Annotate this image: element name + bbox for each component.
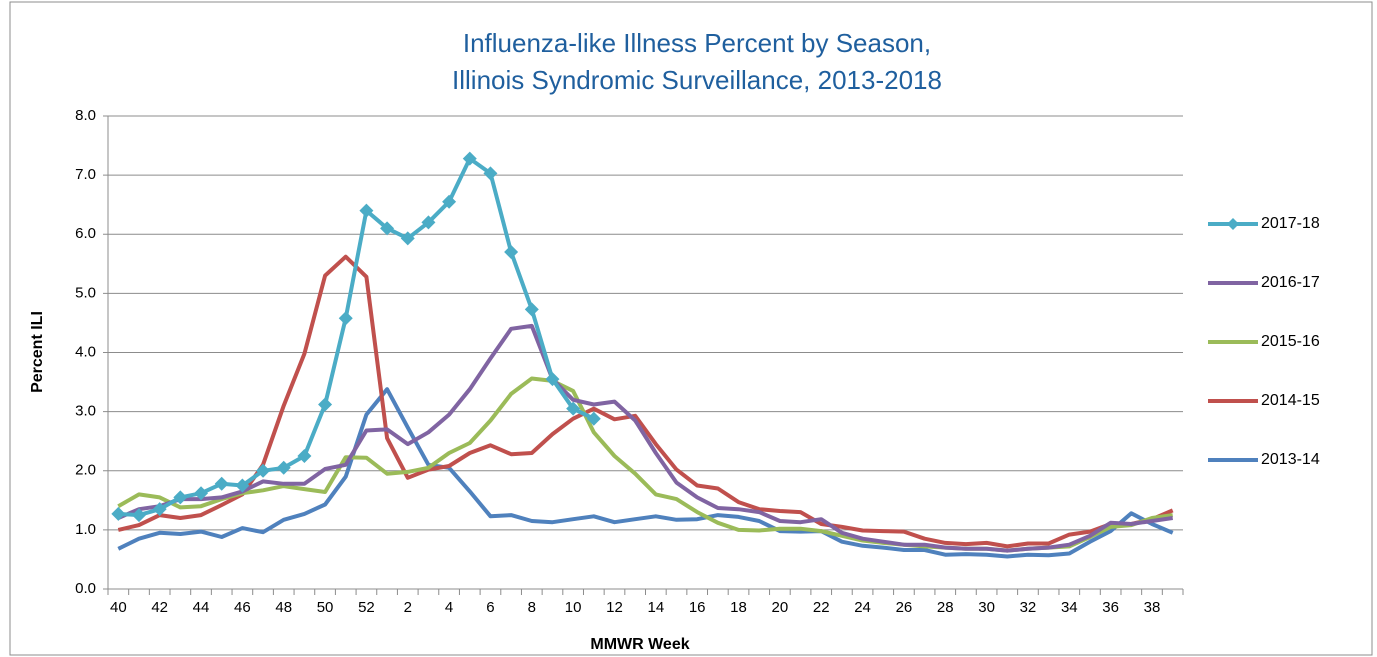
data-marker [276, 460, 291, 475]
y-tick-label: 1.0 [75, 521, 96, 538]
x-tick-label: 52 [358, 599, 375, 616]
x-tick-label: 38 [1144, 599, 1161, 616]
data-marker [380, 221, 395, 236]
legend-label: 2015-16 [1261, 333, 1320, 350]
x-tick-label: 22 [813, 599, 830, 616]
data-marker [400, 231, 415, 246]
data-marker [256, 463, 271, 478]
data-marker [421, 215, 436, 230]
x-tick-label: 6 [486, 599, 494, 616]
x-tick-label: 28 [937, 599, 954, 616]
x-tick-label: 32 [1020, 599, 1037, 616]
data-marker [504, 244, 519, 259]
data-marker [462, 151, 477, 166]
data-marker [173, 490, 188, 505]
data-marker [442, 194, 457, 209]
data-marker [132, 508, 147, 523]
x-tick-label: 40 [110, 599, 127, 616]
data-marker [359, 203, 374, 218]
x-tick-label: 2 [404, 599, 412, 616]
x-tick-label: 46 [234, 599, 251, 616]
y-tick-label: 8.0 [75, 107, 96, 124]
x-tick-label: 24 [854, 599, 871, 616]
y-tick-label: 2.0 [75, 462, 96, 479]
chart-title: Influenza-like Illness Percent by Season… [463, 28, 931, 58]
data-marker [235, 478, 250, 493]
x-tick-label: 12 [606, 599, 623, 616]
x-tick-label: 48 [275, 599, 292, 616]
x-tick-label: 42 [151, 599, 168, 616]
data-marker [524, 302, 539, 317]
data-marker [194, 486, 209, 501]
data-marker [483, 166, 498, 181]
data-marker [297, 448, 312, 463]
x-tick-label: 4 [445, 599, 453, 616]
legend-marker [1227, 218, 1239, 230]
data-marker [214, 476, 229, 491]
series-line [117, 387, 1174, 559]
x-tick-label: 36 [1102, 599, 1119, 616]
x-tick-label: 10 [565, 599, 582, 616]
x-tick-label: 34 [1061, 599, 1078, 616]
x-tick-label: 30 [978, 599, 995, 616]
y-tick-label: 4.0 [75, 343, 96, 360]
data-marker [338, 311, 353, 326]
legend-label: 2014-15 [1261, 392, 1320, 409]
y-tick-label: 0.0 [75, 580, 96, 597]
y-tick-label: 5.0 [75, 284, 96, 301]
x-tick-label: 16 [689, 599, 706, 616]
legend-label: 2016-17 [1261, 274, 1320, 291]
y-tick-label: 3.0 [75, 403, 96, 420]
data-marker [545, 372, 560, 387]
legend-label: 2017-18 [1261, 215, 1320, 232]
data-marker [111, 506, 126, 521]
y-tick-label: 6.0 [75, 225, 96, 242]
y-tick-label: 7.0 [75, 166, 96, 183]
series-line [117, 254, 1174, 549]
data-marker [566, 401, 581, 416]
y-axis-label: Percent ILI [29, 311, 46, 393]
x-tick-label: 20 [772, 599, 789, 616]
x-axis-label: MMWR Week [590, 636, 689, 653]
x-tick-label: 14 [647, 599, 664, 616]
data-marker [318, 397, 333, 412]
x-tick-label: 44 [193, 599, 210, 616]
series-line [117, 323, 1173, 553]
x-tick-label: 50 [317, 599, 334, 616]
x-tick-label: 26 [896, 599, 913, 616]
chart-frame [9, 1, 1373, 656]
x-tick-label: 8 [528, 599, 536, 616]
data-marker [586, 411, 601, 426]
legend-label: 2013-14 [1261, 451, 1320, 468]
data-marker [152, 502, 167, 517]
chart-title: Illinois Syndromic Surveillance, 2013-20… [452, 65, 942, 95]
x-tick-label: 18 [730, 599, 747, 616]
